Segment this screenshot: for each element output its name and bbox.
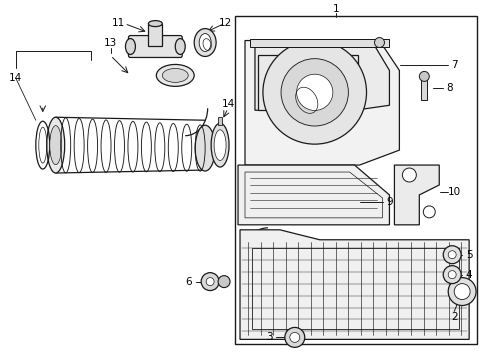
Bar — [251, 248, 458, 329]
Circle shape — [263, 41, 366, 144]
Text: 5: 5 — [465, 250, 471, 260]
Circle shape — [447, 278, 475, 306]
Bar — [235, 15, 476, 345]
Ellipse shape — [199, 33, 211, 51]
Text: 3: 3 — [266, 332, 273, 342]
Circle shape — [419, 71, 428, 81]
Circle shape — [447, 251, 455, 259]
Ellipse shape — [47, 117, 64, 173]
Circle shape — [453, 284, 469, 300]
Circle shape — [374, 37, 384, 48]
Text: 11: 11 — [112, 18, 125, 28]
Ellipse shape — [50, 126, 61, 165]
Circle shape — [285, 328, 304, 347]
FancyBboxPatch shape — [128, 36, 182, 58]
Ellipse shape — [162, 68, 188, 82]
Text: 7: 7 — [450, 60, 457, 71]
Circle shape — [442, 246, 460, 264]
Polygon shape — [240, 230, 468, 339]
Polygon shape — [244, 41, 399, 165]
Polygon shape — [238, 165, 388, 225]
Ellipse shape — [194, 28, 216, 57]
Circle shape — [402, 168, 415, 182]
Ellipse shape — [214, 130, 225, 161]
Bar — [218, 117, 222, 125]
Ellipse shape — [175, 39, 185, 54]
Circle shape — [423, 206, 434, 218]
Text: 2: 2 — [450, 312, 457, 323]
Bar — [421, 78, 427, 100]
Text: 10: 10 — [447, 187, 460, 197]
Circle shape — [289, 332, 299, 342]
Polygon shape — [394, 165, 438, 225]
Ellipse shape — [125, 39, 135, 54]
Text: 13: 13 — [103, 37, 117, 48]
Bar — [258, 55, 357, 110]
Bar — [148, 24, 162, 45]
Circle shape — [442, 266, 460, 284]
Ellipse shape — [211, 123, 228, 167]
Ellipse shape — [195, 125, 215, 171]
Text: 9: 9 — [386, 197, 392, 207]
Text: 14: 14 — [9, 73, 22, 84]
Bar — [249, 39, 388, 46]
Circle shape — [206, 278, 214, 285]
Ellipse shape — [148, 21, 162, 27]
Ellipse shape — [156, 64, 194, 86]
Text: 8: 8 — [445, 84, 451, 93]
Circle shape — [447, 271, 455, 279]
Text: 4: 4 — [465, 270, 471, 280]
Text: 14: 14 — [221, 99, 234, 109]
Circle shape — [281, 59, 347, 126]
Circle shape — [218, 276, 229, 288]
Polygon shape — [254, 45, 388, 110]
Text: 12: 12 — [218, 18, 231, 28]
Text: 6: 6 — [184, 276, 191, 287]
Circle shape — [201, 273, 219, 291]
Text: 1: 1 — [332, 4, 339, 14]
Circle shape — [296, 74, 332, 111]
